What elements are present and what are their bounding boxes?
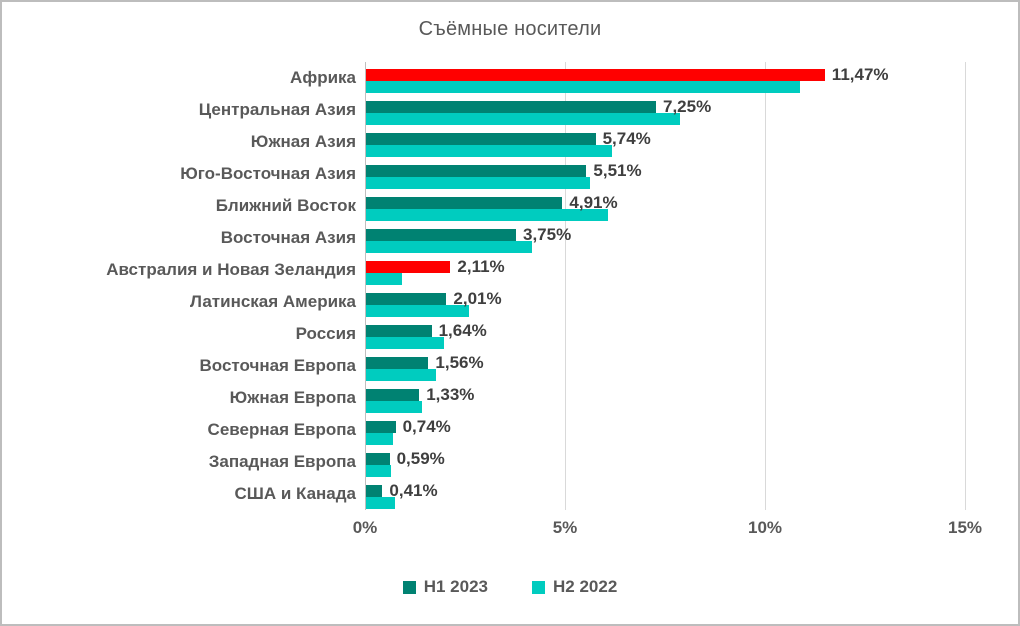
- chart-row: Восточная Европа 1,56%: [200, 350, 1005, 382]
- category-label: Восточная Азия: [220, 228, 356, 247]
- chart-row: Россия 1,64%: [296, 318, 1005, 350]
- chart-row: Западная Европа 0,59%: [209, 446, 1005, 478]
- data-label: 3,75%: [523, 225, 572, 244]
- bar-h1-2023: [366, 293, 447, 305]
- category-label: США и Канада: [234, 484, 356, 503]
- category-label: Австралия и Новая Зеландия: [106, 260, 356, 279]
- x-tick-label: 10%: [747, 518, 783, 537]
- data-label: 1,56%: [435, 353, 484, 372]
- x-tick-label: 15%: [947, 518, 983, 537]
- legend-swatch: [402, 580, 416, 594]
- bar-h1-2023: [366, 197, 563, 209]
- bar-h2-2022: [366, 113, 680, 125]
- bar-h1-2023: [366, 453, 390, 465]
- bar-h2-2022: [366, 337, 444, 349]
- bar-h2-2022: [366, 81, 800, 93]
- category-label: Восточная Европа: [199, 356, 356, 375]
- category-label: Южная Европа: [229, 388, 356, 407]
- data-label: 2,11%: [457, 257, 505, 276]
- plot-area: Африка 11,47% Центральная Азия 7,25% Южная А…: [106, 62, 1005, 510]
- category-label: Африка: [290, 68, 356, 87]
- x-tick-label: 5%: [552, 518, 578, 537]
- x-tick-label: 0%: [352, 518, 378, 537]
- gridline: [965, 62, 966, 510]
- chart-row: США и Канада 0,41%: [234, 478, 1005, 510]
- bar-h2-2022: [366, 401, 422, 413]
- bar-h2-2022: [366, 145, 612, 157]
- data-label: 0,41%: [389, 481, 438, 500]
- gridline: [565, 62, 566, 510]
- legend-item: H1 2023: [402, 577, 488, 597]
- bar-h2-2022: [366, 433, 394, 445]
- legend-swatch: [532, 580, 545, 594]
- legend-label: H2 2022: [553, 577, 618, 596]
- chart-row: Южная Азия 5,74%: [251, 126, 1005, 158]
- bar-h2-2022: [366, 241, 532, 253]
- bar-h1-2023: [366, 101, 656, 113]
- chart-row: Ближний Восток 4,91%: [216, 190, 1005, 222]
- data-label: 5,74%: [602, 129, 651, 148]
- data-label: 2,01%: [453, 289, 502, 308]
- legend: H1 2023 H2 2022: [2, 577, 1018, 597]
- bar-h1-2023: [366, 133, 596, 145]
- category-label: Ближний Восток: [215, 196, 356, 215]
- category-label: Центральная Азия: [198, 100, 356, 119]
- chart-title: Съёмные носители: [418, 18, 602, 40]
- bar-h2-2022: [366, 209, 608, 221]
- category-label: Южная Азия: [250, 132, 356, 151]
- category-label: Северная Европа: [207, 420, 356, 439]
- data-label: 0,74%: [402, 417, 451, 436]
- category-label: Россия: [295, 324, 356, 343]
- data-label: 7,25%: [663, 97, 712, 116]
- chart-row: Африка 11,47%: [290, 62, 1005, 94]
- bar-h1-2023: [366, 69, 825, 81]
- data-label: 0,59%: [396, 449, 445, 468]
- y-axis-line: [365, 62, 366, 510]
- bar-h1-2023: [366, 261, 451, 273]
- bar-h2-2022: [366, 273, 402, 285]
- chart-row: Юго-Восточная Азия 5,51%: [180, 158, 1005, 190]
- bar-h1-2023: [366, 165, 587, 177]
- chart-row: Австралия и Новая Зеландия 2,11%: [106, 254, 1005, 286]
- category-label: Юго-Восточная Азия: [180, 164, 356, 183]
- category-label: Латинская Америка: [189, 292, 356, 311]
- gridline: [765, 62, 766, 510]
- data-label: 11,47%: [831, 65, 889, 84]
- legend-label: H1 2023: [423, 577, 488, 596]
- bar-h1-2023: [366, 485, 383, 497]
- bar-h1-2023: [366, 357, 429, 369]
- data-label: 1,64%: [438, 321, 487, 340]
- bar-h2-2022: [366, 305, 470, 317]
- bar-h1-2023: [366, 389, 420, 401]
- chart-row: Северная Европа 0,74%: [208, 414, 1005, 446]
- data-label: 1,33%: [426, 385, 475, 404]
- bar-h1-2023: [366, 325, 432, 337]
- bar-h2-2022: [366, 369, 436, 381]
- bar-h2-2022: [366, 465, 391, 477]
- data-label: 4,91%: [569, 193, 618, 212]
- chart-row: Восточная Азия 3,75%: [221, 222, 1005, 254]
- category-label: Западная Европа: [208, 452, 356, 471]
- bar-h2-2022: [366, 497, 395, 509]
- x-axis: 0% 5% 10% 15%: [353, 518, 1005, 542]
- chart-row: Центральная Азия 7,25%: [199, 94, 1005, 126]
- legend-item: H2 2022: [532, 577, 617, 597]
- bar-h2-2022: [366, 177, 590, 189]
- chart-row: Южная Европа 1,33%: [230, 382, 1005, 414]
- bar-h1-2023: [366, 229, 516, 241]
- chart-row: Латинская Америка 2,01%: [190, 286, 1005, 318]
- data-label: 5,51%: [593, 161, 642, 180]
- bar-h1-2023: [366, 421, 396, 433]
